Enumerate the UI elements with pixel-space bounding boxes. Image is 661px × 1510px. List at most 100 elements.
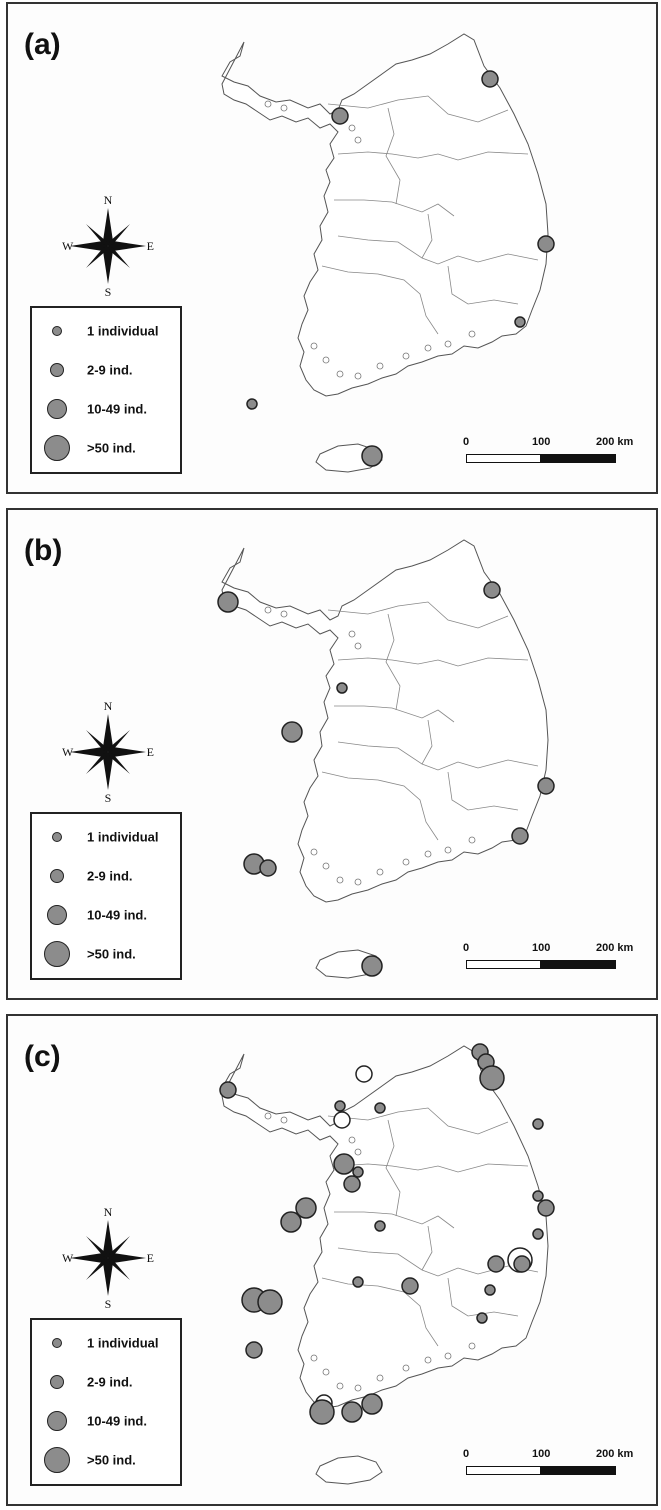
- legend-symbol: [52, 1338, 62, 1348]
- islet: [336, 370, 344, 378]
- legend-symbol: [47, 1411, 67, 1431]
- islet: [354, 1384, 362, 1392]
- islet: [424, 850, 432, 858]
- province-boundary: [321, 771, 439, 841]
- compass-s-label: S: [105, 1297, 112, 1310]
- survey-site-marker: [333, 1153, 355, 1175]
- legend: 1 individual 2-9 ind. 10-49 ind. >50 ind.: [30, 1318, 182, 1486]
- province-boundary: [334, 705, 455, 723]
- compass-w-label: W: [62, 239, 74, 253]
- survey-site-marker: [245, 1341, 263, 1359]
- islet: [310, 848, 318, 856]
- compass-n-label: N: [104, 700, 113, 713]
- islet: [336, 876, 344, 884]
- province-boundary: [447, 265, 519, 305]
- scale-bar-graphic: [466, 454, 616, 463]
- scale-segment-white: [467, 961, 541, 968]
- legend-label: 1 individual: [87, 829, 159, 845]
- legend-symbol: [44, 435, 70, 461]
- survey-site-marker: [513, 1255, 531, 1273]
- islet: [376, 362, 384, 370]
- islet: [376, 868, 384, 876]
- legend-symbol: [47, 399, 67, 419]
- scale-bar-graphic: [466, 1466, 616, 1475]
- survey-site-marker: [481, 70, 499, 88]
- islet: [402, 352, 410, 360]
- legend-item: 10-49 ind.: [32, 394, 180, 424]
- islet: [354, 136, 362, 144]
- map-panel-b: (b) N S W E 1 individual 2-9 ind. 10-49 ind. >5…: [6, 508, 658, 1000]
- base-map: [217, 539, 555, 979]
- legend-label: 10-49 ind.: [87, 1413, 147, 1429]
- islet: [424, 344, 432, 352]
- legend: 1 individual 2-9 ind. 10-49 ind. >50 ind.: [30, 812, 182, 980]
- islet: [348, 630, 356, 638]
- province-boundary: [421, 719, 433, 765]
- province-boundary: [447, 1277, 519, 1317]
- survey-site-marker: [257, 1289, 283, 1315]
- survey-site-marker: [336, 682, 348, 694]
- legend-label: 1 individual: [87, 1335, 159, 1351]
- survey-site-marker: [484, 1284, 496, 1296]
- scale-bar: 0 100 200 km: [460, 942, 633, 982]
- survey-site-marker: [219, 1081, 237, 1099]
- legend-label: >50 ind.: [87, 946, 136, 962]
- islet: [354, 372, 362, 380]
- legend-symbol: [44, 1447, 70, 1473]
- survey-site-marker: [217, 591, 239, 613]
- survey-site-marker: [514, 316, 526, 328]
- legend-item: 10-49 ind.: [32, 1406, 180, 1436]
- islet: [310, 1354, 318, 1362]
- survey-site-marker: [532, 1228, 544, 1240]
- survey-site-marker: [361, 1393, 383, 1415]
- legend: 1 individual 2-9 ind. 10-49 ind. >50 ind.: [30, 306, 182, 474]
- islet: [322, 862, 330, 870]
- province-boundary: [321, 265, 439, 335]
- legend-item: >50 ind.: [32, 1445, 180, 1475]
- legend-item: 10-49 ind.: [32, 900, 180, 930]
- scale-bar-graphic: [466, 960, 616, 969]
- survey-site-marker: [361, 955, 383, 977]
- survey-site-marker: [280, 1211, 302, 1233]
- survey-site-marker: [511, 827, 529, 845]
- islet: [264, 100, 272, 108]
- scale-segment-black: [541, 961, 615, 968]
- legend-symbol: [50, 869, 64, 883]
- compass-w-label: W: [62, 745, 74, 759]
- compass-rose-icon: N S W E: [62, 700, 154, 804]
- survey-site-marker: [532, 1118, 544, 1130]
- legend-item: 2-9 ind.: [32, 1367, 180, 1397]
- survey-site-marker: [374, 1220, 386, 1232]
- coastline: [221, 539, 549, 903]
- islet: [310, 342, 318, 350]
- survey-site-marker: [401, 1277, 419, 1295]
- scale-segment-black: [541, 1467, 615, 1474]
- survey-site-marker: [246, 398, 258, 410]
- survey-site-marker: [352, 1166, 364, 1178]
- province-boundary: [337, 235, 539, 265]
- legend-item: >50 ind.: [32, 939, 180, 969]
- islet: [402, 858, 410, 866]
- legend-label: >50 ind.: [87, 440, 136, 456]
- province-boundary: [334, 199, 455, 217]
- survey-site-marker: [343, 1175, 361, 1193]
- legend-symbol: [50, 363, 64, 377]
- islet: [468, 330, 476, 338]
- scale-label: 200 km: [596, 942, 634, 954]
- legend-item: >50 ind.: [32, 433, 180, 463]
- legend-label: 2-9 ind.: [87, 868, 133, 884]
- province-boundary: [327, 1107, 509, 1135]
- survey-site-marker: [333, 1111, 351, 1129]
- survey-site-marker: [295, 1197, 317, 1219]
- survey-site-marker: [355, 1065, 373, 1083]
- islet: [280, 610, 288, 618]
- survey-site-marker: [259, 859, 277, 877]
- compass-w-label: W: [62, 1251, 74, 1265]
- islet: [280, 104, 288, 112]
- scale-segment-white: [467, 1467, 541, 1474]
- compass-e-label: E: [147, 745, 154, 759]
- province-boundary: [334, 1211, 455, 1229]
- survey-site-marker: [483, 581, 501, 599]
- panel-label: (b): [24, 534, 63, 567]
- province-boundary: [421, 213, 433, 259]
